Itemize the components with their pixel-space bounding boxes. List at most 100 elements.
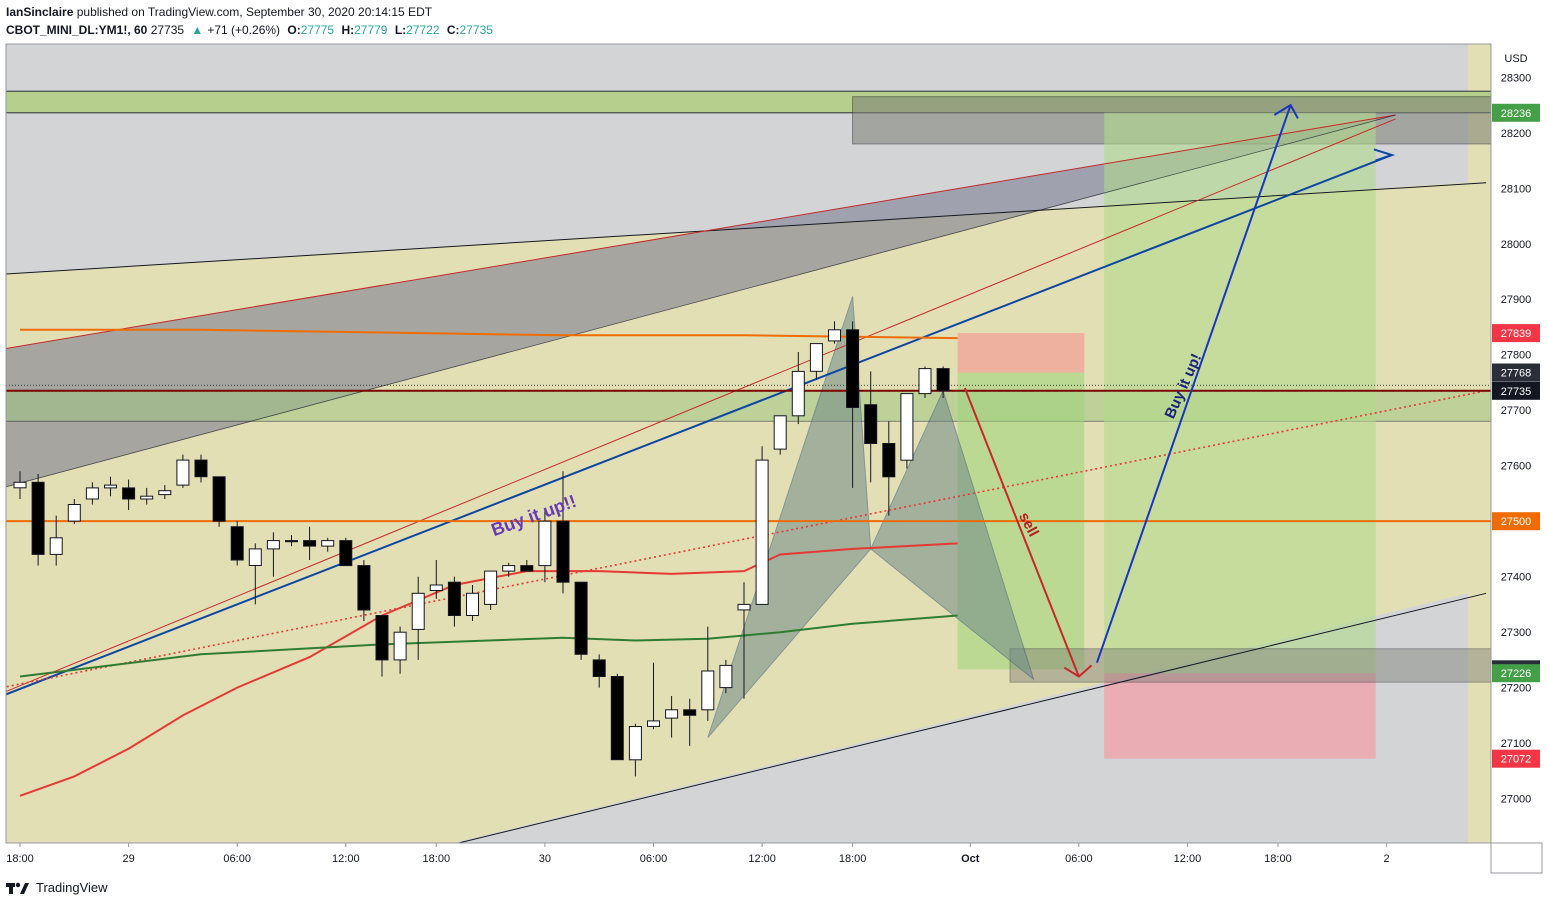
y-tick-label: 27800 <box>1501 350 1532 362</box>
x-tick-label: 06:00 <box>640 853 668 865</box>
candle <box>484 570 498 610</box>
x-tick-label: 12:00 <box>748 853 776 865</box>
candle-body <box>502 565 516 572</box>
y-tick-label: 27900 <box>1501 294 1532 306</box>
price-label-box <box>1492 664 1540 683</box>
open-label: O: <box>287 23 301 37</box>
price-label: 27500 <box>1501 516 1532 528</box>
candle <box>339 537 353 567</box>
candle-body <box>592 659 606 678</box>
candle-body <box>67 504 81 522</box>
candle <box>683 698 697 746</box>
candle-body <box>520 565 534 572</box>
price-label: 27839 <box>1501 328 1532 340</box>
candle-body <box>122 487 136 500</box>
candle <box>31 474 45 566</box>
candle <box>900 393 914 469</box>
chart-header: IanSinclaire published on TradingView.co… <box>6 3 497 39</box>
candle <box>285 535 298 547</box>
candle <box>49 515 63 566</box>
time-axis[interactable]: 18:00 29 06:00 12:00 18:00 30 06:00 12:00 18:00 O… <box>6 842 1542 865</box>
candle-body <box>85 487 99 500</box>
buy-arrow-line <box>1096 104 1292 663</box>
buy-arrowhead <box>1273 103 1299 119</box>
price-label: 28236 <box>1501 108 1532 120</box>
candle <box>610 673 624 761</box>
candle-body <box>556 520 570 583</box>
candle-body <box>393 631 407 661</box>
long-target-zone <box>1104 112 1376 674</box>
candle-body <box>628 726 642 761</box>
low-value: 27722 <box>406 23 440 37</box>
pattern-xab <box>707 296 872 738</box>
candle-body <box>194 459 208 478</box>
candle <box>574 581 588 660</box>
candle-body <box>447 581 461 617</box>
candle-body <box>466 592 479 616</box>
candle <box>828 321 841 344</box>
brand-name[interactable]: TradingView <box>36 880 108 895</box>
candle <box>212 476 226 527</box>
symbol-line: CBOT_MINI_DL:YM1!, 60 27735 ▲ +71 (+0.26%… <box>6 21 497 39</box>
candle-body <box>248 548 262 567</box>
candle <box>85 482 99 505</box>
dotted-trend-line <box>6 390 1487 688</box>
candle-body <box>791 370 805 417</box>
x-tick-label: 18:00 <box>1264 853 1292 865</box>
footer: TradingView <box>6 880 108 895</box>
x-tick-label: 12:00 <box>1174 853 1202 865</box>
wedge-red-line-2 <box>6 118 1396 693</box>
pattern-bcd <box>870 389 1035 681</box>
sell-arrowhead <box>1063 664 1093 678</box>
candle <box>393 626 407 674</box>
candles-layer <box>13 321 950 777</box>
author-name[interactable]: IanSinclaire <box>6 5 74 19</box>
candle-body <box>285 540 298 543</box>
y-tick-label: 28200 <box>1501 128 1532 140</box>
candle-body <box>665 709 679 719</box>
candle-body <box>936 368 950 392</box>
y-tick-label: 28000 <box>1501 239 1532 251</box>
candle <box>791 351 805 425</box>
last-price: 27735 <box>150 23 185 37</box>
candle <box>67 498 81 524</box>
x-tick-label: 2 <box>1383 853 1389 865</box>
candle <box>701 626 715 721</box>
currency-label: USD <box>1504 53 1527 65</box>
y-tick-label: 27100 <box>1501 738 1532 750</box>
candle-body <box>484 570 498 605</box>
candle <box>266 532 280 577</box>
price-axis-bg <box>1491 44 1542 873</box>
y-tick-label: 27400 <box>1501 572 1532 584</box>
candle-body <box>375 615 389 661</box>
candle <box>719 659 733 694</box>
candle <box>375 615 389 677</box>
channel-upper-line <box>6 182 1487 275</box>
candle-body <box>610 676 624 761</box>
candle-body <box>266 540 280 550</box>
candle <box>773 415 787 455</box>
candle <box>158 485 172 499</box>
candle-body <box>828 329 841 342</box>
candle-body <box>104 484 117 489</box>
x-tick-label: 29 <box>122 853 134 865</box>
candle <box>538 510 552 583</box>
candle-body <box>900 393 914 461</box>
candle <box>918 366 932 399</box>
symbol-name[interactable]: CBOT_MINI_DL:YM1!, 60 <box>6 23 148 37</box>
up-arrow-icon: ▲ <box>191 23 204 37</box>
candle <box>846 321 860 488</box>
wedge-upper-red-line <box>6 114 1396 349</box>
low-label: L: <box>394 23 407 37</box>
candle <box>882 421 896 516</box>
publish-info: published on TradingView.com, September … <box>76 5 433 19</box>
candle-body <box>429 584 443 591</box>
price-label: 27072 <box>1501 754 1532 766</box>
high-label: H: <box>341 23 355 37</box>
price-axis[interactable]: USD 27000 27100 27200 27300 27400 27500 27600 2… <box>1491 44 1542 873</box>
candle <box>429 560 443 599</box>
y-tick-label: 27200 <box>1501 683 1532 695</box>
y-tick-label: 27600 <box>1501 461 1532 473</box>
candle <box>411 576 425 660</box>
